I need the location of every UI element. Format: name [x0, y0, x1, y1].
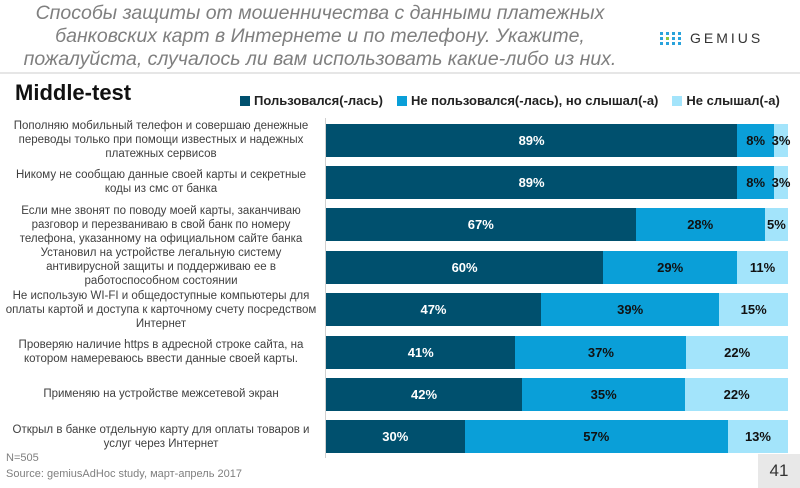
bar-segment: 29% [603, 250, 738, 284]
bar-segment: 37% [515, 335, 687, 369]
bar-segment: 15% [719, 293, 788, 327]
bar-segment: 67% [326, 208, 636, 242]
chart-title: Middle-test [15, 80, 132, 105]
data-label: 89% [518, 174, 545, 190]
legend: Пользовался(-лась) Не пользовался(-лась),… [240, 93, 780, 108]
bar-segment: 5% [764, 208, 788, 242]
category-label: Не использую WI-FI и общедоступные компь… [5, 289, 317, 330]
bar-segment: 8% [737, 123, 775, 157]
source-note: Source: gemiusAdHoc study, март-апрель 2… [6, 468, 242, 480]
data-label: 42% [410, 386, 438, 402]
category-label: Если мне звонят по поводу моей карты, за… [19, 204, 303, 245]
bar-segment: 13% [727, 420, 788, 454]
sample-size: N=505 [6, 452, 39, 464]
data-label: 35% [590, 386, 617, 402]
category-label: Открыл в банке отдельную карту для оплат… [12, 423, 310, 450]
data-label: 22% [723, 386, 750, 402]
bar-segment: 42% [326, 377, 522, 411]
bar-segment: 60% [326, 250, 604, 284]
category-axis [325, 118, 326, 458]
bar-segment: 47% [326, 293, 541, 327]
slide-title: Способы защиты от мошенничества с данным… [23, 2, 617, 70]
data-label: 3% [771, 132, 791, 148]
legend-swatch [396, 95, 407, 106]
category-label: Применяю на устройстве межсетевой экран [43, 388, 279, 401]
data-label: 28% [687, 217, 714, 233]
data-label: 8% [746, 174, 766, 190]
data-label: 3% [771, 174, 791, 190]
data-label: 89% [518, 132, 545, 148]
data-label: 37% [587, 344, 614, 360]
gemius-logo: GEMIUS [660, 30, 763, 46]
bar-segment: 89% [326, 123, 738, 157]
legend-item: Не пользовался(-лась), но слышал(-а) [396, 93, 659, 108]
data-label: 39% [617, 302, 644, 318]
data-label: 5% [767, 217, 786, 233]
category-label: Проверяю наличие https в адресной строке… [18, 339, 304, 365]
legend-item: Не слышал(-а) [672, 93, 780, 108]
bar-segment: 3% [771, 165, 791, 199]
bar-segment: 30% [326, 420, 465, 454]
data-label: 11% [749, 259, 776, 275]
data-label: 30% [382, 429, 409, 445]
legend-label: Не слышал(-а) [686, 93, 780, 108]
bar-segment: 89% [326, 165, 738, 199]
legend-item: Пользовался(-лась) [240, 93, 383, 108]
category-label: Никому не сообщаю данные своей карты и с… [16, 169, 306, 196]
bar-segment: 8% [737, 165, 775, 199]
category-label: Пополняю мобильный телефон и совершаю де… [13, 120, 309, 160]
bar-segment: 3% [771, 123, 791, 157]
legend-swatch [240, 95, 250, 106]
bar-segment: 57% [464, 420, 728, 454]
bar-segment: 22% [685, 377, 788, 411]
data-label: 15% [740, 302, 767, 318]
data-label: 13% [744, 429, 771, 445]
data-label: 22% [724, 344, 751, 360]
title-divider [0, 72, 800, 74]
bar-segment: 22% [686, 335, 788, 369]
legend-label: Пользовался(-лась) [254, 93, 383, 108]
data-label: 47% [420, 302, 447, 318]
data-label: 67% [467, 217, 494, 233]
data-label: 60% [451, 259, 478, 275]
legend-swatch [672, 95, 683, 106]
bar-segment: 41% [326, 335, 516, 369]
bar-segment: 11% [737, 250, 788, 284]
logo-dots-icon [660, 31, 682, 45]
category-label: Установил на устройстве легальную систем… [40, 247, 282, 288]
data-label: 57% [583, 429, 610, 445]
data-label: 29% [657, 259, 684, 275]
bar-segment: 39% [540, 293, 720, 327]
logo-text: GEMIUS [690, 30, 764, 46]
data-label: 41% [407, 344, 434, 360]
data-label: 8% [746, 132, 766, 148]
page-number: 41 [758, 454, 800, 488]
bar-segment: 35% [522, 377, 686, 411]
bar-segment: 28% [635, 208, 765, 242]
legend-label: Не пользовался(-лась), но слышал(-а) [410, 93, 659, 108]
